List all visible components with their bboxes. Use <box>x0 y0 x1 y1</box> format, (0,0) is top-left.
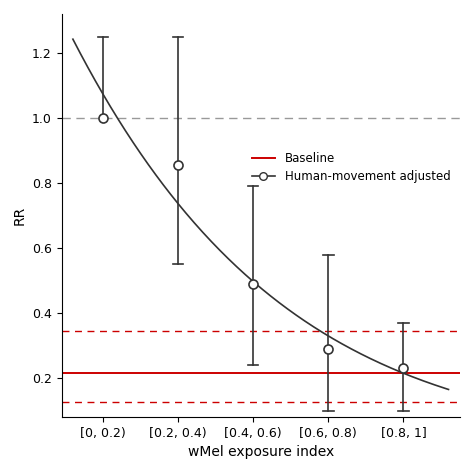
Legend: Baseline, Human-movement adjusted: Baseline, Human-movement adjusted <box>248 148 454 186</box>
X-axis label: wMel exposure index: wMel exposure index <box>188 446 334 459</box>
Y-axis label: RR: RR <box>12 206 27 225</box>
